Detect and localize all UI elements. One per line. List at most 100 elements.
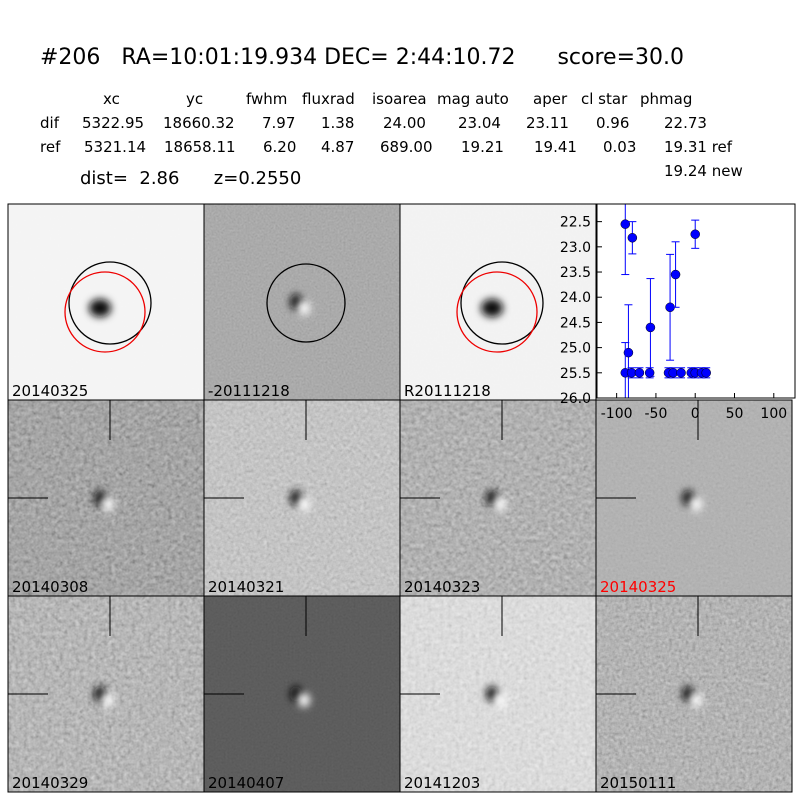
table-cell: 19.21: [461, 138, 504, 156]
x-tick-label: -50: [644, 406, 667, 422]
stamp: 20140308: [7, 399, 205, 597]
column-header: isoarea: [372, 90, 427, 108]
stamp-label: 20150111: [600, 774, 676, 792]
stamp-grid: 20140325 -20111218 R20111218 20140308 201403…: [7, 203, 793, 793]
stamp: 20140325: [7, 203, 205, 401]
table-cell: 18660.32: [163, 114, 235, 132]
stamp-frame: [595, 595, 793, 793]
point: [620, 219, 631, 229]
table-cell: 19.31 ref: [664, 138, 733, 156]
header-title: #206 RA=10:01:19.934 DEC= 2:44:10.72 sco…: [40, 45, 684, 70]
source: [89, 299, 111, 317]
point: [623, 347, 634, 358]
residual-light: [690, 693, 702, 707]
x-tick-label: 100: [760, 406, 787, 422]
point: [670, 269, 681, 280]
aperture: [68, 261, 152, 345]
lightcurve: 22.5 23.0 23.5 24.0 24.5 25.0 25.5 26.0 -100 -50 0…: [560, 203, 796, 422]
table-cell: 0.03: [603, 138, 636, 156]
table-cell: 23.11: [526, 114, 569, 132]
stamp-label: 20140329: [12, 774, 88, 792]
x-tick-label: 50: [726, 406, 744, 422]
column-header: xc: [103, 90, 120, 108]
column-header: fwhm: [246, 90, 287, 108]
stamp: 20140323: [399, 399, 597, 597]
column-header: mag auto: [437, 90, 509, 108]
point: [645, 322, 656, 333]
source: [481, 299, 503, 317]
column-header: phmag: [640, 90, 692, 108]
table-cell: 4.87: [321, 138, 354, 156]
y-tick-label: 26.0: [560, 391, 591, 407]
table-cell: 7.97: [262, 114, 295, 132]
table-cell: dif: [40, 114, 60, 132]
y-tick-label: 24.0: [560, 290, 591, 306]
column-header: aper: [533, 90, 568, 108]
table-cell: 18658.11: [164, 138, 236, 156]
stamp: 20140407: [203, 595, 401, 793]
column-header: fluxrad: [302, 90, 355, 108]
stamp-label: 20140308: [12, 578, 88, 596]
y-tick-label: 22.5: [560, 215, 591, 231]
aperture: [460, 261, 544, 345]
residual-light: [298, 693, 310, 707]
residual-light: [494, 497, 506, 511]
plot-frame: [596, 203, 796, 399]
stamp-label: 20140325: [600, 578, 676, 596]
residual-light: [494, 693, 506, 707]
aperture-ref: [456, 271, 538, 353]
stamp-label: 20140325: [12, 382, 88, 400]
stamp: 20140329: [7, 595, 205, 793]
point: [676, 368, 686, 378]
x-tick-label: 0: [691, 406, 700, 422]
table-extra: 19.24 new: [664, 162, 743, 180]
point: [644, 368, 655, 378]
y-tick-label: 25.0: [560, 341, 591, 357]
y-tick-label: 23.0: [560, 240, 591, 256]
table-cell: 24.00: [383, 114, 426, 132]
table-cell: 0.96: [596, 114, 629, 132]
stamp: R20111218: [399, 203, 597, 401]
column-header: yc: [186, 90, 203, 108]
point: [690, 229, 700, 239]
stamp: 20150111: [595, 595, 793, 793]
y-tick-label: 25.5: [560, 366, 591, 382]
aperture: [266, 263, 346, 343]
stamp-label: 20140321: [208, 578, 284, 596]
point: [634, 368, 645, 378]
aperture-ref: [64, 271, 146, 353]
y-tick-label: 23.5: [560, 265, 591, 281]
table-cell: 5322.95: [82, 114, 144, 132]
table-cell: 23.04: [458, 114, 501, 132]
residual-light: [298, 497, 310, 511]
residual-light: [102, 497, 114, 511]
y-tick-label: 24.5: [560, 315, 591, 331]
residual-light: [102, 693, 114, 707]
stamp: 20140325: [595, 399, 793, 597]
stamp: 20141203: [399, 595, 597, 793]
residual-light: [690, 497, 702, 511]
table-cell: 22.73: [664, 114, 707, 132]
column-header: cl star: [581, 90, 628, 108]
table: xc yc fwhm fluxrad isoarea mag auto aper cl sta…: [40, 90, 743, 189]
table-cell: 1.38: [321, 114, 354, 132]
stamp: 20140321: [203, 399, 401, 597]
points: [620, 204, 711, 398]
residual-light: [298, 301, 310, 315]
table-summary: dist= 2.86 z=0.2550: [80, 168, 301, 189]
table-cell: 5321.14: [84, 138, 146, 156]
table-cell: 6.20: [263, 138, 296, 156]
table-cell: 19.41: [534, 138, 577, 156]
point: [627, 233, 638, 243]
stamp-label: R20111218: [404, 382, 491, 400]
stamp-label: 20140407: [208, 774, 284, 792]
x-tick-label: -100: [601, 406, 633, 422]
stamp-label: 20141203: [404, 774, 480, 792]
point: [701, 368, 711, 378]
stamp: -20111218: [203, 203, 401, 401]
stamp-label: -20111218: [208, 382, 290, 400]
table-cell: ref: [40, 138, 61, 156]
table-cell: 689.00: [380, 138, 433, 156]
stamp-label: 20140323: [404, 578, 480, 596]
